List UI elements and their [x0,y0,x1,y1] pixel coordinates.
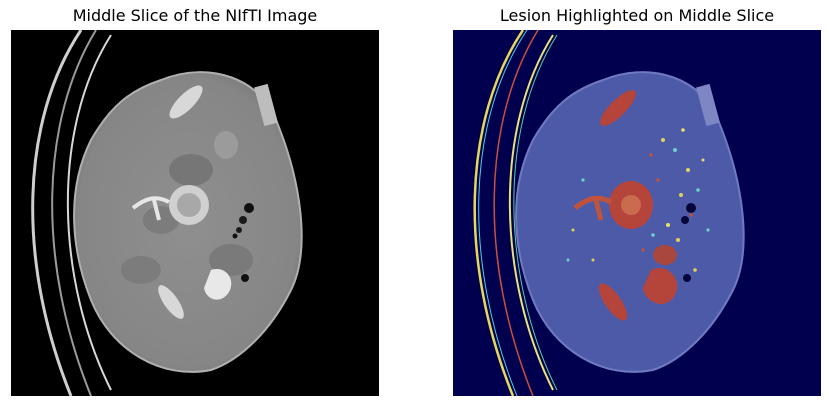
lesion-overlay-panel [453,30,821,396]
lesion-speckles [566,128,710,272]
ct-slice-panel [11,30,379,396]
right-panel-title: Lesion Highlighted on Middle Slice [499,6,775,25]
left-panel-title: Middle Slice of the NIfTI Image [72,6,318,25]
ct-slice-image [11,30,379,396]
lesion-overlay-image [453,30,821,396]
